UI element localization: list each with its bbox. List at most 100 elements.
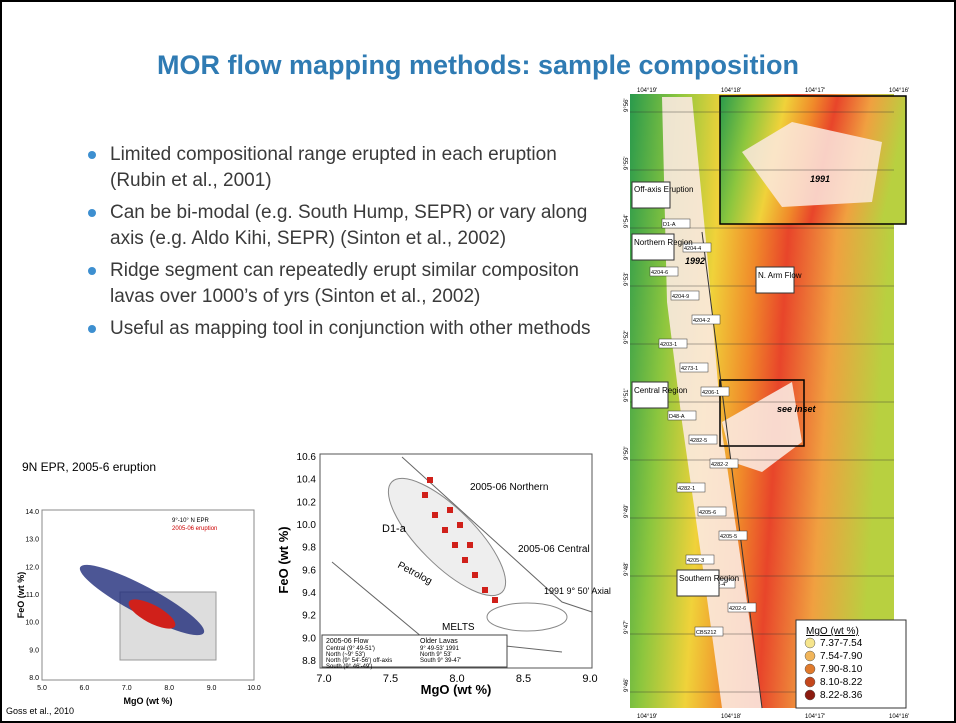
figure-caption: 9N EPR, 2005-6 eruption (22, 460, 156, 474)
lat-label: 9°55' (624, 156, 630, 170)
legend-swatch (805, 651, 815, 661)
sample-label: 4205-3 (687, 558, 704, 564)
y-tick-label: 9.8 (302, 543, 316, 554)
lon-label: 104°17' (805, 714, 825, 720)
small-plot: 9°-10° N EPR 2005-06 eruption MgO (wt %)… (16, 509, 261, 706)
sample-label: 4204-2 (693, 318, 710, 324)
lat-label: 9°47' (624, 620, 630, 634)
sample-label: 4204-9 (672, 294, 689, 300)
lon-label: 104°19' (637, 88, 657, 94)
bullet-list: Limited compositional range erupted in e… (88, 142, 608, 348)
bullet: Ridge segment can repeatedly erupt simil… (88, 258, 608, 310)
legend-title: MgO (wt %) (806, 626, 859, 637)
legend-item: 9°-10° N EPR (172, 518, 209, 524)
legend-item: 7.37-7.54 (820, 638, 863, 649)
map: 104°19'104°19'104°18'104°18'104°17'104°1… (624, 88, 909, 720)
y-tick-label: 8.8 (302, 656, 316, 667)
x-tick-label: 9.0 (207, 685, 217, 692)
main-plot: D1-a 2005-06 Northern 2005-06 Central 19… (276, 452, 611, 697)
legend-swatch (805, 664, 815, 674)
y-tick-label: 13.0 (25, 537, 39, 544)
annotation: 1991 9° 50' Axial (544, 586, 611, 596)
sample-label: 4205-6 (699, 510, 716, 516)
legend-item: 8.10-8.22 (820, 677, 863, 688)
lon-label: 104°16' (889, 88, 909, 94)
x-tick-label: 6.0 (80, 685, 90, 692)
lat-label: 9°52' (624, 330, 630, 344)
region-label: Northern Region (634, 238, 693, 247)
sample-label: 4282-1 (678, 486, 695, 492)
sample-label: 4273-1 (681, 366, 698, 372)
year-label: 1992 (685, 256, 705, 266)
x-tick-label: 7.0 (122, 685, 132, 692)
y-tick-label: 10.6 (297, 452, 317, 463)
lat-label: 9°56' (624, 98, 630, 112)
lat-label: 9°48' (624, 562, 630, 576)
region-label: N. Arm Flow (758, 271, 802, 280)
x-tick-label: 8.0 (449, 673, 464, 685)
legend-swatch (805, 677, 815, 687)
lon-label: 104°18' (721, 714, 741, 720)
x-tick-label: 8.0 (164, 685, 174, 692)
legend-swatch (805, 690, 815, 700)
x-tick-label: 9.0 (582, 673, 597, 685)
sample-label: 4205-5 (720, 534, 737, 540)
annotation: MELTS (442, 622, 475, 633)
legend-item: 7.54-7.90 (820, 651, 863, 662)
y-tick-label: 9.6 (302, 565, 316, 576)
region-label: Off-axis Eruption (634, 185, 693, 194)
figures: 9°-10° N EPR 2005-06 eruption MgO (wt %)… (2, 2, 954, 721)
sample-label: 4282-5 (690, 438, 707, 444)
lon-label: 104°19' (637, 714, 657, 720)
lat-label: 9°50' (624, 446, 630, 460)
sample-label: 4282-2 (711, 462, 728, 468)
legend-swatch (805, 638, 815, 648)
bullet: Useful as mapping tool in conjunction wi… (88, 316, 608, 342)
legend-title: 2005-06 Flow (326, 638, 369, 645)
x-tick-label: 5.0 (37, 685, 47, 692)
year-label: 1991 (810, 174, 830, 184)
sample-label: CBS212 (696, 630, 717, 636)
x-tick-label: 7.0 (316, 673, 331, 685)
legend-title: Older Lavas (420, 638, 458, 645)
sample-label: D1-A (663, 222, 676, 228)
x-tick-label: 8.5 (516, 673, 531, 685)
y-tick-label: 8.0 (29, 675, 39, 682)
y-tick-label: 9.0 (302, 633, 316, 644)
region-label: Southern Region (679, 574, 739, 583)
lat-label: 9°46' (624, 678, 630, 692)
legend-item: 7.90-8.10 (820, 664, 863, 675)
lat-label: 9°53' (624, 272, 630, 286)
sample-label: D48-A (669, 414, 685, 420)
y-tick-label: 12.0 (25, 564, 39, 571)
y-tick-label: 10.2 (297, 497, 317, 508)
slide-title: MOR flow mapping methods: sample composi… (2, 50, 954, 81)
citation: Goss et al., 2010 (6, 706, 74, 716)
legend-item: South (9° 46'-49') (326, 664, 372, 670)
annotation: 2005-06 Northern (470, 482, 548, 493)
sample-label: 4202-6 (729, 606, 746, 612)
annotation: 2005-06 Central (518, 544, 590, 555)
annotation: D1-a (382, 523, 407, 535)
lon-label: 104°16' (889, 714, 909, 720)
legend-item: 8.22-8.36 (820, 690, 863, 701)
sample-label: 4204-6 (651, 270, 668, 276)
x-tick-label: 7.5 (383, 673, 398, 685)
lon-label: 104°17' (805, 88, 825, 94)
axis-label: MgO (wt %) (124, 696, 173, 706)
sample-label: 4203-1 (660, 342, 677, 348)
slide: 9°-10° N EPR 2005-06 eruption MgO (wt %)… (0, 0, 956, 723)
lat-label: 9°49' (624, 504, 630, 518)
region-label: see inset (777, 404, 817, 414)
legend-item: 2005-06 eruption (172, 526, 217, 532)
bullet: Limited compositional range erupted in e… (88, 142, 608, 194)
axis-label: FeO (wt %) (16, 572, 26, 619)
y-tick-label: 14.0 (25, 509, 39, 516)
y-tick-label: 10.0 (297, 520, 317, 531)
lat-label: 9°51' (624, 388, 630, 402)
legend-item: South 9° 39-47' (420, 658, 461, 664)
sample-label: 4206-1 (702, 390, 719, 396)
x-tick-label: 10.0 (247, 685, 261, 692)
y-tick-label: 10.4 (297, 475, 317, 486)
bullet: Can be bi-modal (e.g. South Hump, SEPR) … (88, 200, 608, 252)
